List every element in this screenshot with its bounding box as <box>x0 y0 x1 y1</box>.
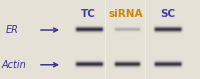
Text: TC: TC <box>81 9 95 20</box>
Text: ER: ER <box>6 25 19 35</box>
Text: siRNA: siRNA <box>109 9 143 20</box>
Text: SC: SC <box>160 9 176 20</box>
Text: Actin: Actin <box>2 60 27 70</box>
